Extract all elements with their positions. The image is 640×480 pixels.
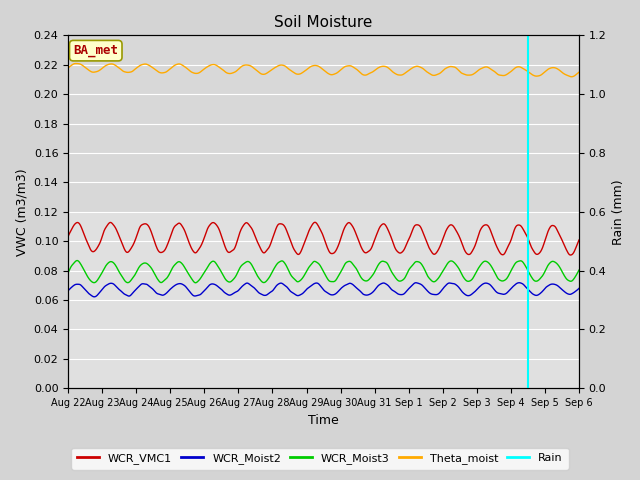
WCR_Moist2	[575, 286, 583, 291]
Theta_moist	[565, 73, 573, 79]
WCR_VMC1	[575, 237, 583, 243]
WCR_Moist3	[511, 262, 518, 268]
WCR_VMC1	[260, 250, 268, 256]
WCR_Moist2	[515, 280, 523, 286]
Text: BA_met: BA_met	[73, 44, 118, 57]
WCR_Moist3	[74, 258, 81, 264]
Theta_moist	[568, 74, 575, 80]
WCR_Moist3	[153, 275, 161, 281]
Line: WCR_Moist2: WCR_Moist2	[68, 283, 579, 297]
Bar	[68, 212, 579, 388]
Theta_moist	[510, 66, 518, 72]
Title: Soil Moisture: Soil Moisture	[275, 15, 372, 30]
WCR_Moist3	[575, 267, 583, 273]
WCR_Moist2	[123, 292, 131, 298]
WCR_Moist2	[282, 284, 290, 289]
WCR_VMC1	[311, 219, 319, 225]
Line: Theta_moist: Theta_moist	[68, 63, 579, 77]
Line: WCR_Moist3: WCR_Moist3	[68, 261, 579, 283]
WCR_VMC1	[565, 252, 573, 257]
WCR_Moist2	[565, 291, 573, 297]
WCR_Moist3	[64, 270, 72, 276]
WCR_VMC1	[123, 249, 131, 255]
WCR_Moist3	[283, 263, 291, 269]
WCR_VMC1	[64, 233, 72, 239]
WCR_VMC1	[153, 245, 161, 251]
Theta_moist	[575, 69, 583, 75]
Theta_moist	[123, 70, 131, 75]
Bar	[68, 36, 579, 212]
Legend: WCR_VMC1, WCR_Moist2, WCR_Moist3, Theta_moist, Rain: WCR_VMC1, WCR_Moist2, WCR_Moist3, Theta_…	[72, 448, 568, 469]
WCR_Moist2	[153, 290, 161, 296]
WCR_Moist3	[123, 279, 131, 285]
Theta_moist	[64, 65, 72, 71]
WCR_Moist3	[260, 280, 268, 286]
WCR_Moist2	[260, 292, 268, 298]
X-axis label: Time: Time	[308, 414, 339, 427]
Theta_moist	[153, 68, 161, 74]
WCR_Moist2	[64, 288, 72, 294]
WCR_VMC1	[282, 227, 290, 232]
Y-axis label: VWC (m3/m3): VWC (m3/m3)	[15, 168, 28, 256]
Theta_moist	[72, 60, 80, 66]
WCR_Moist3	[192, 280, 200, 286]
WCR_Moist3	[565, 278, 573, 284]
Y-axis label: Rain (mm): Rain (mm)	[612, 179, 625, 245]
WCR_Moist2	[510, 283, 518, 288]
WCR_Moist2	[90, 294, 98, 300]
Line: WCR_VMC1: WCR_VMC1	[68, 222, 579, 255]
Theta_moist	[282, 64, 290, 70]
WCR_VMC1	[566, 252, 574, 258]
Theta_moist	[260, 72, 268, 77]
WCR_VMC1	[510, 228, 518, 233]
